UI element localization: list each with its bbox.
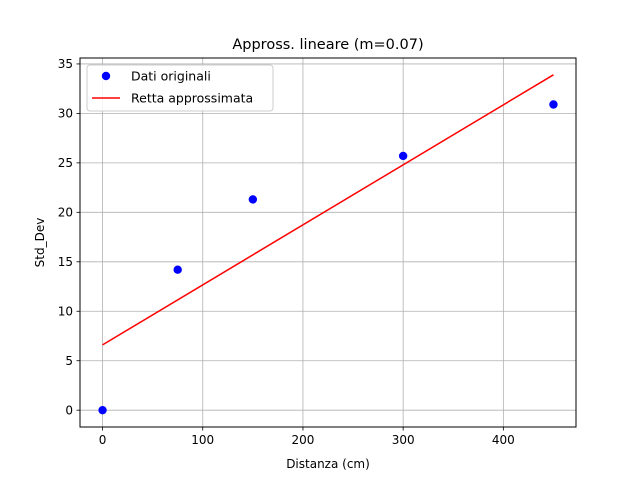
x-tick-label: 300 (392, 433, 415, 447)
data-point (248, 195, 258, 204)
chart-title: Appross. lineare (m=0.07) (232, 37, 423, 53)
plot-marks (98, 74, 558, 415)
y-tick-label: 5 (65, 354, 73, 368)
x-tick-label: 200 (291, 433, 314, 447)
axis-ticks: 0 100 200 300 400 0 5 10 15 20 25 30 35 (58, 57, 515, 447)
x-axis-label: Distanza (cm) (286, 457, 370, 471)
data-point (98, 405, 107, 415)
y-tick-label: 10 (58, 305, 73, 319)
y-axis-label: Std_Dev (33, 218, 47, 268)
data-point (398, 151, 408, 161)
y-tick-label: 20 (58, 206, 73, 220)
legend: Dati originali Retta approssimata (86, 64, 274, 112)
data-point (173, 265, 182, 274)
plot-area-frame (79, 57, 577, 428)
x-tick-label: 0 (99, 433, 107, 447)
y-tick-label: 35 (58, 57, 73, 71)
y-tick-label: 30 (58, 107, 73, 121)
y-tick-label: 0 (65, 403, 73, 417)
y-tick-label: 25 (58, 156, 73, 170)
series-line (102, 74, 554, 346)
legend-marker-swatch (101, 71, 111, 81)
data-point (549, 100, 558, 109)
y-tick-label: 15 (58, 255, 73, 269)
grid (80, 58, 576, 427)
legend-box (86, 64, 274, 112)
legend-entry-label: Dati originali (131, 69, 211, 84)
legend-entry-label: Retta approssimata (131, 91, 253, 106)
x-tick-label: 400 (492, 433, 515, 447)
x-tick-label: 100 (191, 433, 214, 447)
